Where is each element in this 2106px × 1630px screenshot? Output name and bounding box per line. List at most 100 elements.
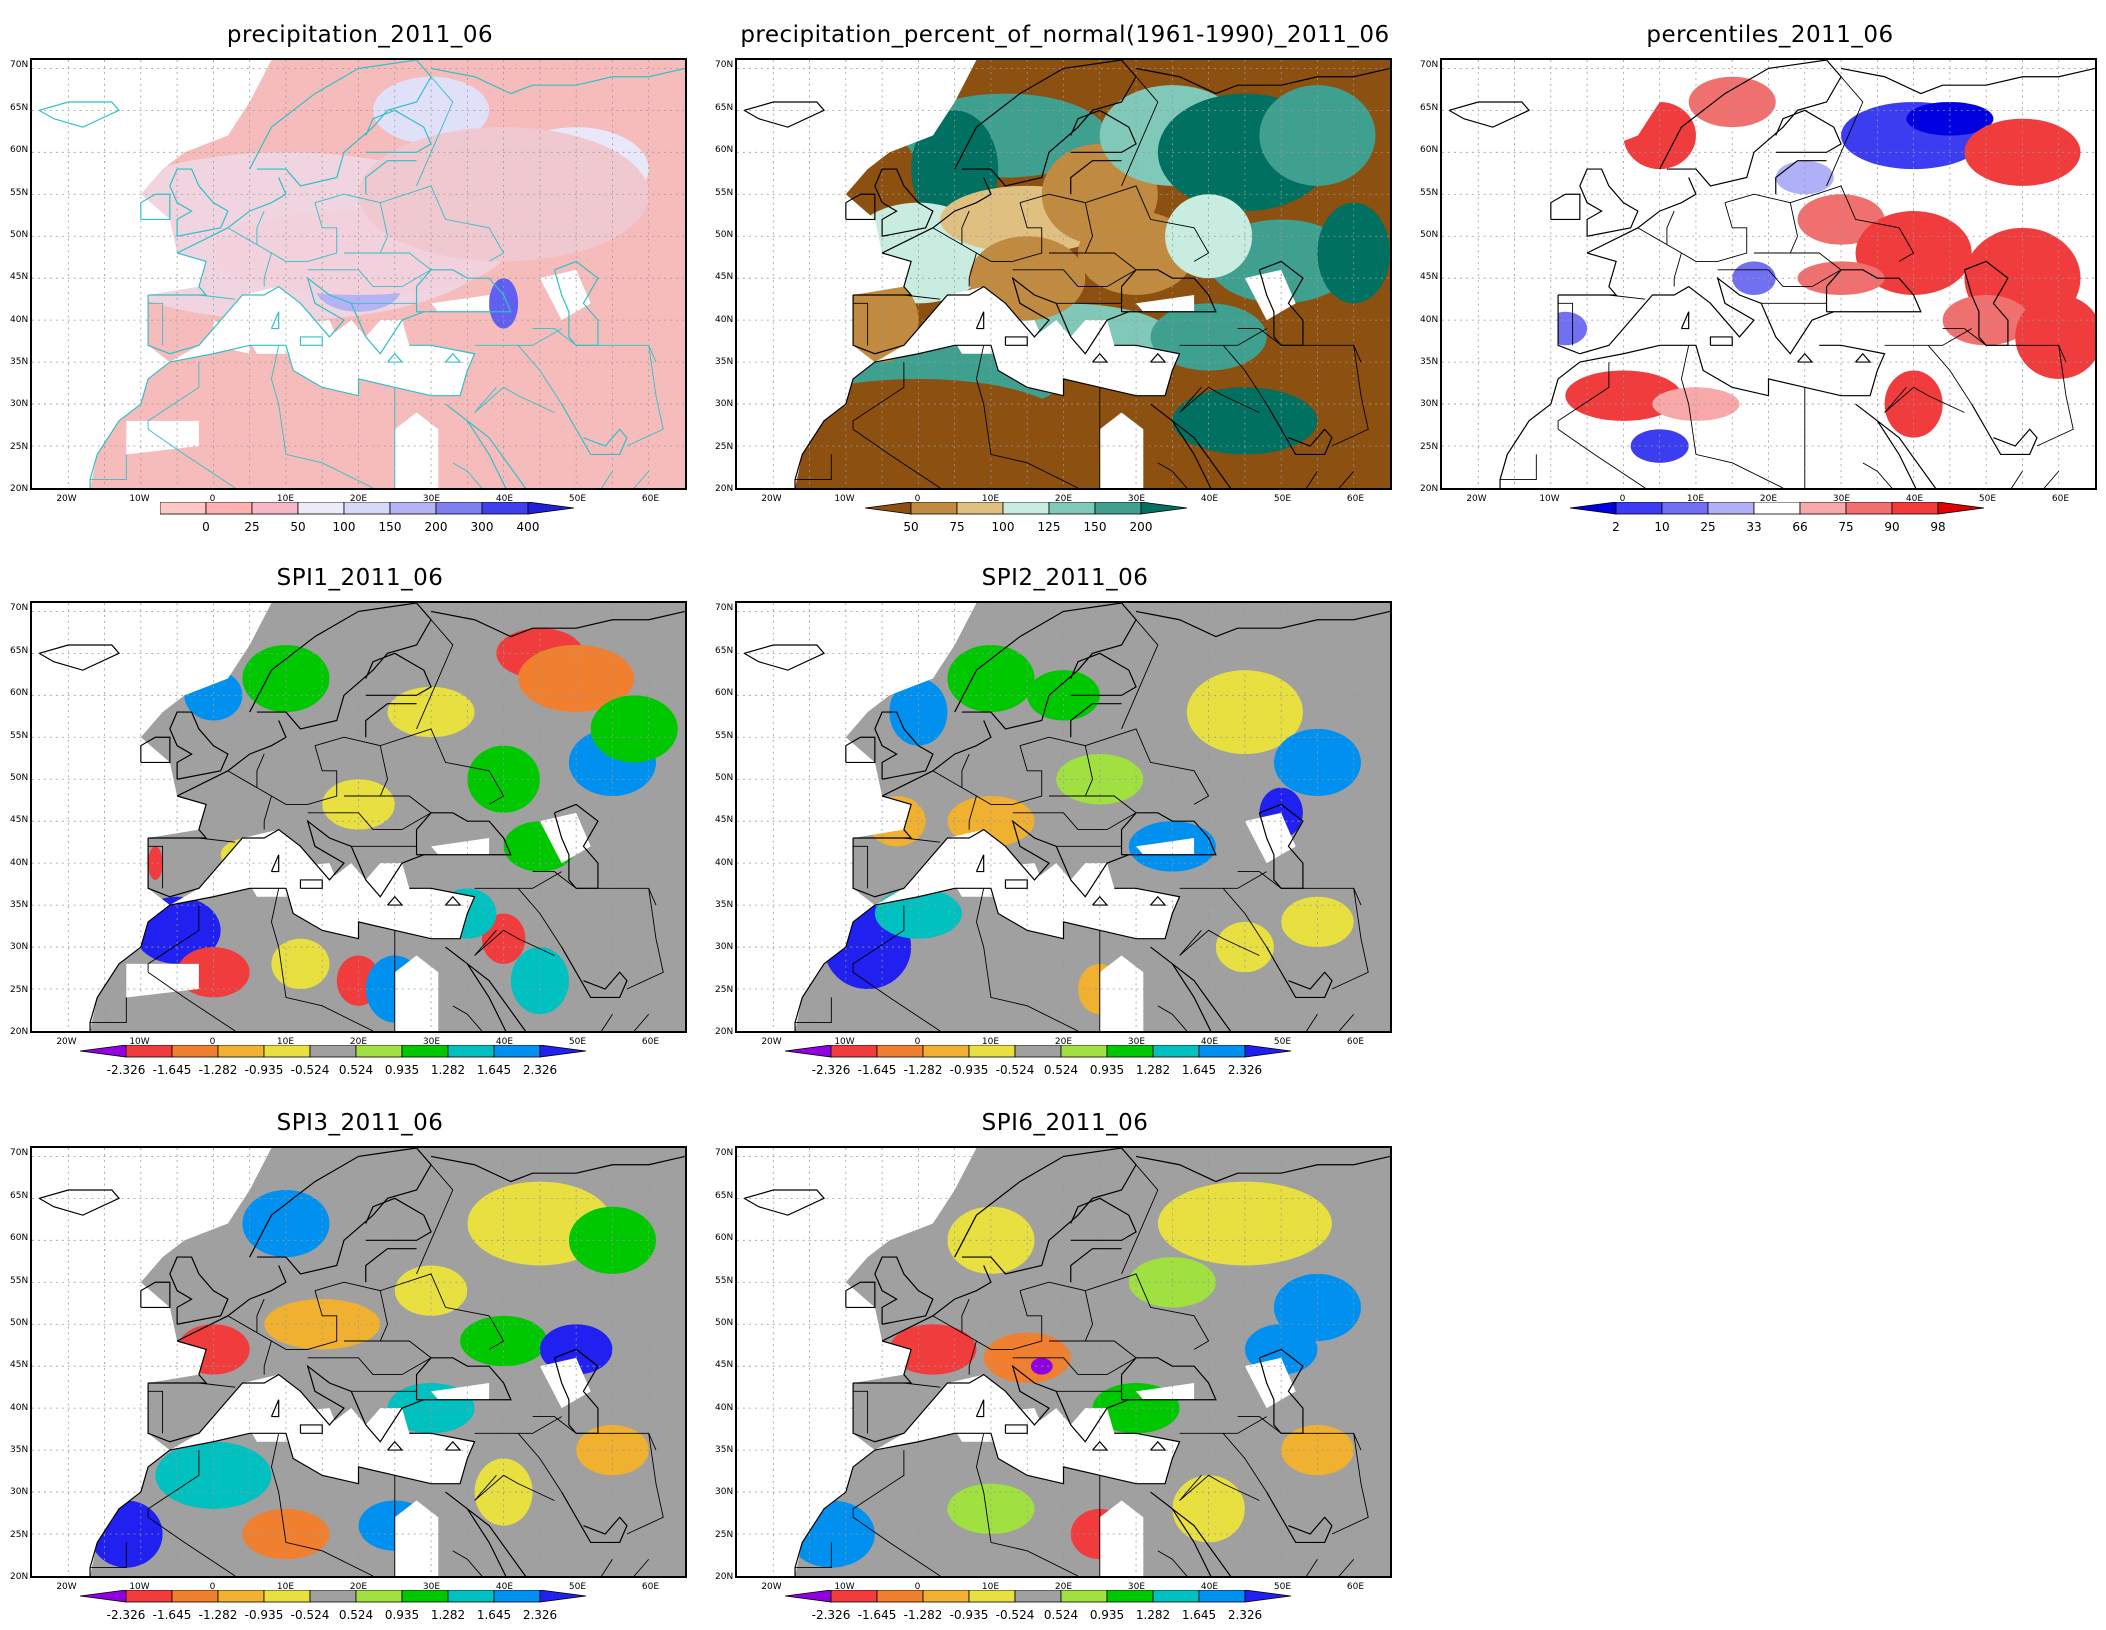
colorbar-swatch <box>1198 1590 1246 1603</box>
latitude-label: 45N <box>715 272 734 283</box>
colorbar-swatch <box>309 1590 357 1603</box>
coastline <box>176 177 287 254</box>
field-blob <box>322 779 395 830</box>
coastline <box>365 652 432 696</box>
colorbar-swatch <box>160 502 207 515</box>
latitude-label: 60N <box>715 1233 734 1244</box>
coastline <box>853 252 913 296</box>
country-border <box>795 1542 832 1569</box>
coastline <box>430 1155 685 1183</box>
map-field <box>1442 60 2095 488</box>
colorbar-swatch <box>956 502 1004 515</box>
colorbar-swatch <box>968 1590 1016 1603</box>
country-border <box>976 745 1043 805</box>
colorbar-tick-label: -0.524 <box>995 1608 1035 1622</box>
coastline <box>430 610 685 638</box>
country-border <box>307 1340 432 1376</box>
colorbar-tick-label: 66 <box>1792 520 1808 534</box>
country-border <box>1306 1559 1318 1576</box>
country-border <box>1121 1164 1159 1275</box>
coastline <box>1775 160 1827 195</box>
coastline <box>743 644 826 671</box>
country-border <box>147 971 236 1031</box>
coastline <box>1070 160 1122 195</box>
coastline <box>1550 193 1581 221</box>
colorbar-swatch <box>355 1590 403 1603</box>
longitude-label: 10W <box>834 494 855 504</box>
longitude-label: 0 <box>1619 494 1626 504</box>
no-data-mask <box>1136 1383 1195 1400</box>
longitude-label: 60E <box>1346 1582 1365 1592</box>
panel-title: precipitation_2011_06 <box>226 22 494 48</box>
country-border <box>148 302 164 346</box>
colorbar-tick-label: 1.645 <box>1181 1608 1217 1622</box>
colorbar-swatch <box>968 1045 1016 1058</box>
country-border <box>626 1433 664 1535</box>
colorbar-swatch <box>217 1045 265 1058</box>
latitude-label: 35N <box>715 1444 734 1455</box>
colorbar-swatch <box>263 1590 311 1603</box>
coastline <box>299 1424 323 1434</box>
coastline <box>387 352 404 363</box>
colorbar-tick-label: -1.645 <box>152 1608 192 1622</box>
sea-mask <box>737 60 977 488</box>
longitude-label: 0 <box>209 1582 216 1592</box>
longitude-label: 50E <box>1273 494 1292 504</box>
coastline <box>845 344 1181 405</box>
country-border <box>532 1416 657 1451</box>
sea-mask <box>32 603 272 1031</box>
country-border <box>1157 1005 1188 1031</box>
country-border <box>147 362 200 430</box>
longitude-label: 20E <box>1054 1582 1073 1592</box>
longitude-label: 30E <box>1127 494 1146 504</box>
colorbar-swatch <box>217 1590 265 1603</box>
colorbar-tick-label: 50 <box>903 520 919 534</box>
longitude-label: 10W <box>129 494 150 504</box>
coastline <box>1855 352 1872 363</box>
colorbar-tick-label: 90 <box>1884 520 1900 534</box>
country-border <box>1331 888 1369 990</box>
coastline <box>270 311 280 330</box>
colorbar-swatch <box>830 1590 878 1603</box>
country-border <box>853 1390 869 1434</box>
longitude-label: 0 <box>914 494 921 504</box>
coastline <box>148 795 208 839</box>
coastline <box>365 160 417 195</box>
coastline <box>365 109 432 153</box>
field-blob <box>242 1508 330 1560</box>
longitude-label: 40E <box>1905 494 1924 504</box>
latitude-label: 60N <box>10 1233 29 1244</box>
colorbar-swatch <box>1244 1590 1292 1603</box>
latitude-label: 45N <box>10 272 29 283</box>
field-blob <box>264 1299 381 1350</box>
coastline <box>881 177 992 254</box>
colorbar-tick-label: -1.282 <box>903 1063 943 1077</box>
longitude-label: 20E <box>1759 494 1778 504</box>
colorbar-tick-label: 2.326 <box>1227 1063 1263 1077</box>
map-field <box>32 603 685 1031</box>
longitude-label: 20E <box>1054 1037 1073 1047</box>
coastline <box>169 1256 229 1325</box>
no-data-mask <box>126 963 199 998</box>
map-area <box>30 58 687 490</box>
country-border <box>90 454 127 481</box>
country-border <box>852 1450 905 1518</box>
country-border <box>270 888 374 1031</box>
colorbar-swatch <box>1152 1590 1200 1603</box>
country-border <box>452 462 483 488</box>
coastline <box>140 887 476 948</box>
colorbar-swatch <box>922 1590 970 1603</box>
no-data-mask <box>1244 1357 1296 1409</box>
longitude-label: 40E <box>495 1582 514 1592</box>
coastline <box>38 644 121 671</box>
colorbar-tick-label: -0.524 <box>290 1608 330 1622</box>
longitude-label: 50E <box>568 1037 587 1047</box>
field-blob <box>1056 754 1144 805</box>
colorbar-tick-label: 33 <box>1746 520 1762 534</box>
coastline <box>561 403 628 456</box>
colorbar-swatch <box>539 1045 587 1058</box>
colorbar-swatch <box>1707 502 1755 515</box>
colorbar-tick-label: -0.935 <box>949 1063 989 1077</box>
country-border <box>1237 1416 1362 1451</box>
latitude-label: 60N <box>1420 145 1439 156</box>
